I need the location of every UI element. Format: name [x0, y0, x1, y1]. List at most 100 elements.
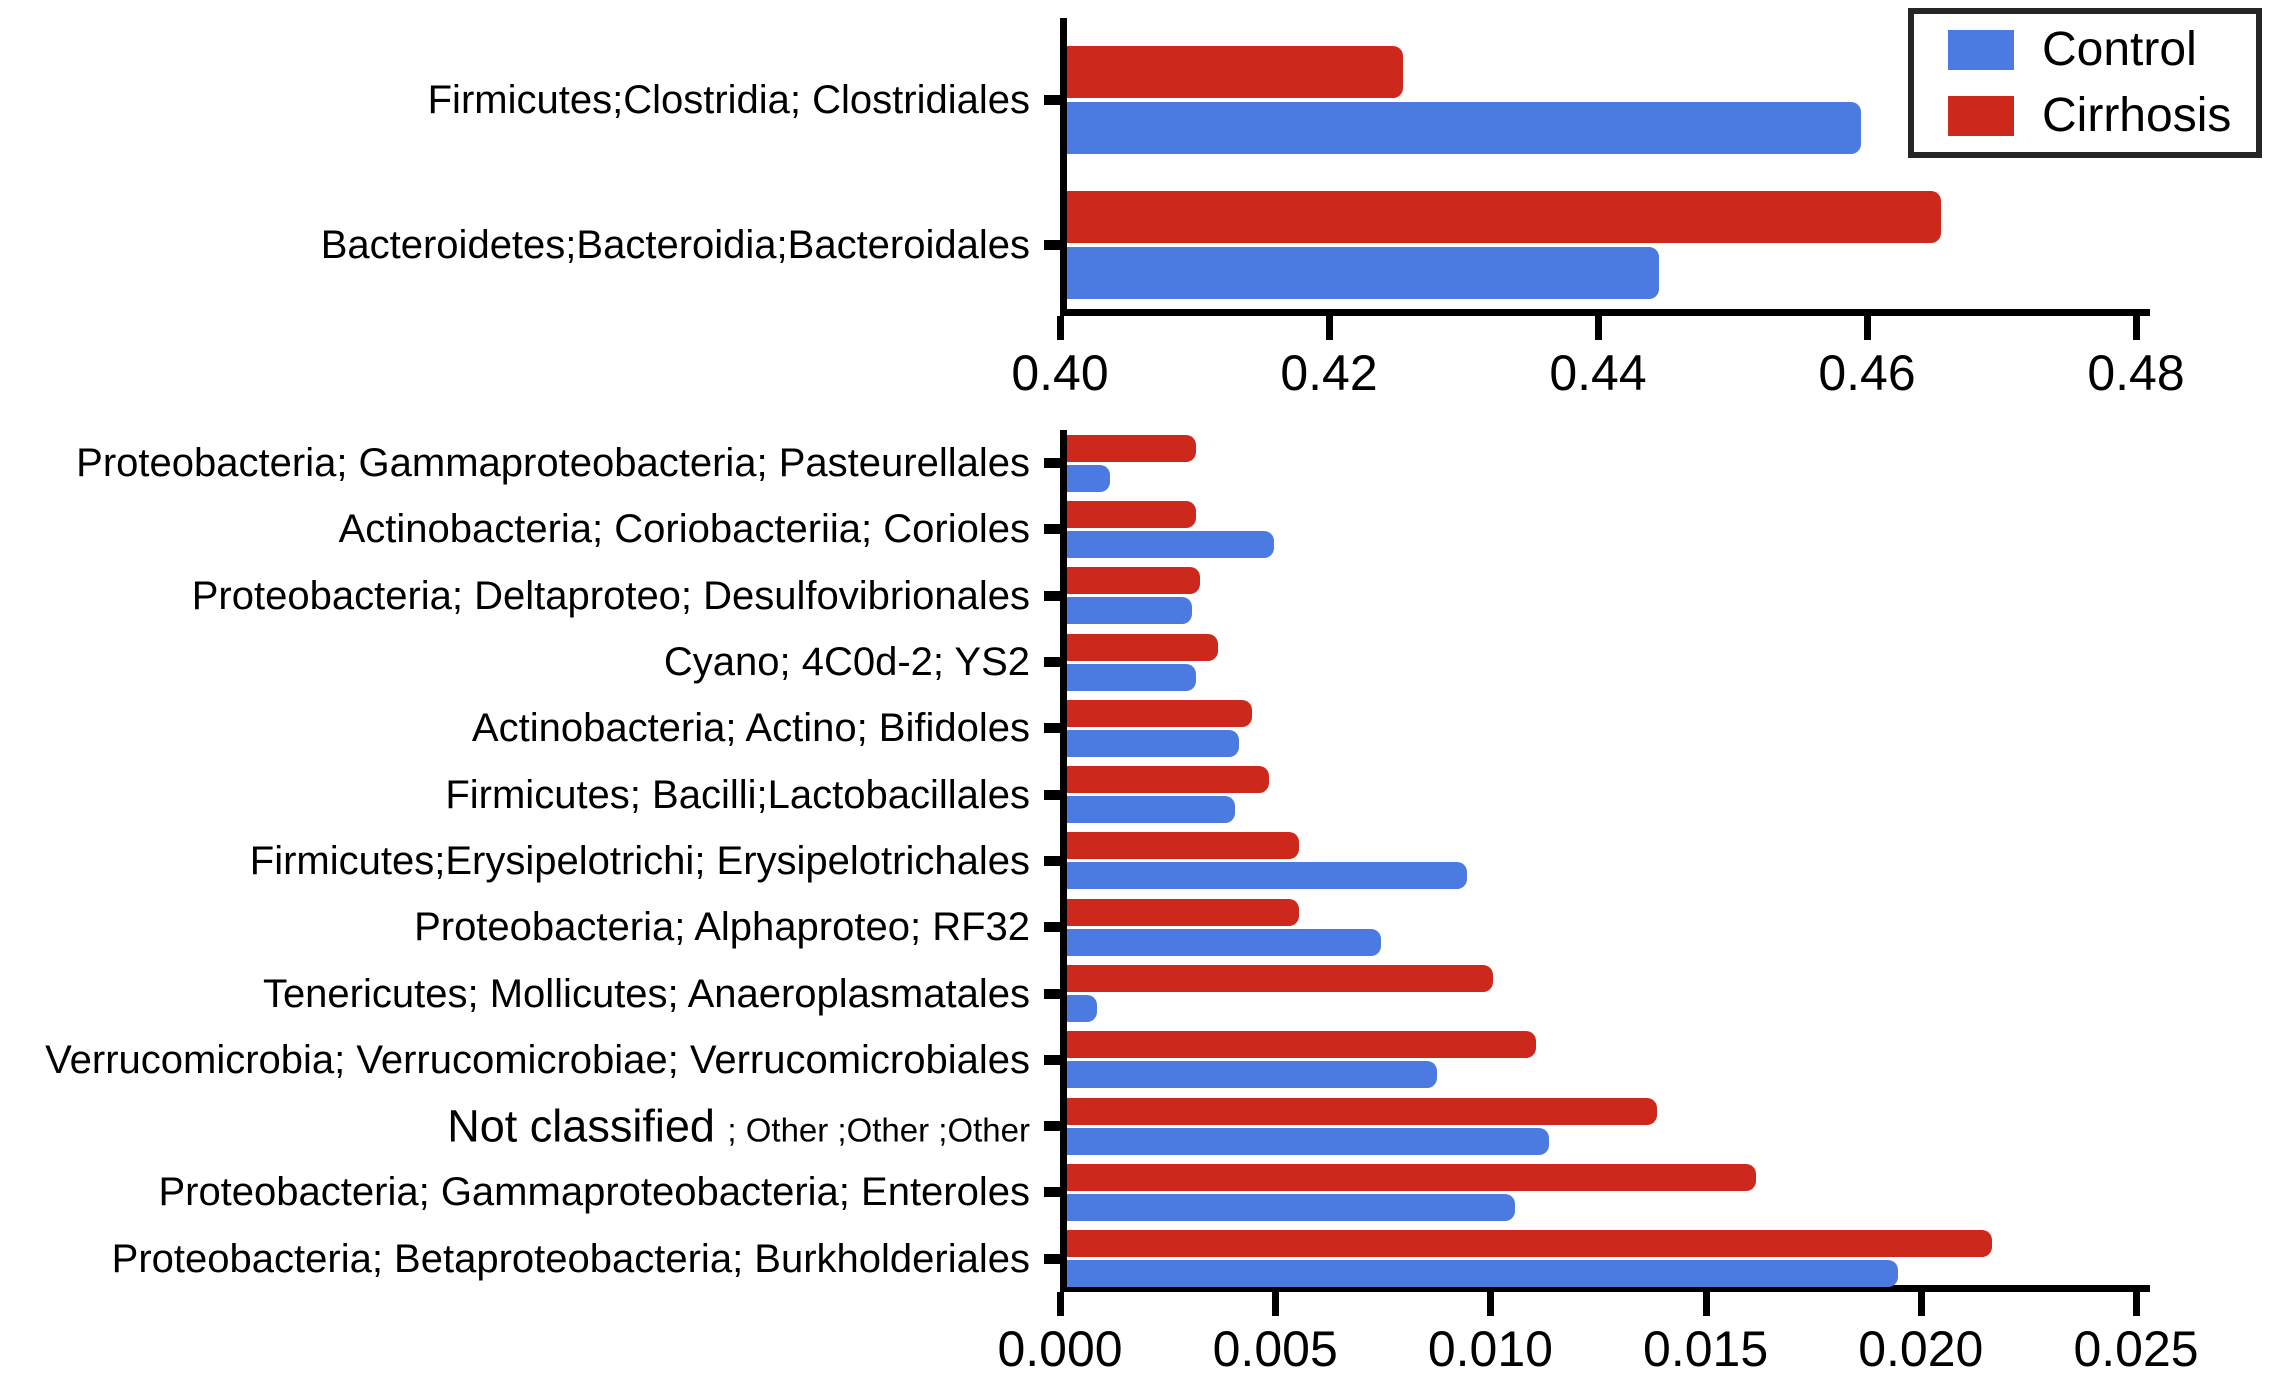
bar-control [1067, 862, 1468, 890]
bar-cirrhosis [1067, 965, 1494, 993]
bar-cirrhosis [1067, 191, 1942, 243]
y-axis-tick [1044, 458, 1060, 469]
legend-label-control: Control [2042, 23, 2197, 76]
bar-control [1067, 663, 1197, 691]
row-label-text: Cyano; 4C0d-2; YS2 [663, 640, 1030, 685]
bar-control [1067, 102, 1861, 154]
bar-cirrhosis [1067, 434, 1197, 462]
row-label: Firmicutes; Bacilli;Lactobacillales [0, 774, 1030, 816]
x-tick-label: 0.48 [2087, 345, 2185, 401]
bar-cirrhosis [1067, 1031, 1537, 1059]
row-label: Proteobacteria; Deltaproteo; Desulfovibr… [0, 575, 1030, 617]
bar-control [1067, 796, 1235, 824]
x-axis-tick [1595, 316, 1602, 340]
bar-cirrhosis [1067, 1230, 1993, 1258]
y-axis-tick [1044, 855, 1060, 866]
row-label-text: Firmicutes;Clostridia; Clostridiales [427, 78, 1030, 122]
row-label: Actinobacteria; Actino; Bifidoles [0, 707, 1030, 749]
row-label-text: Bacteroidetes;Bacteroidia;Bacteroidales [320, 223, 1030, 267]
x-tick-label: 0.010 [1427, 1321, 1553, 1377]
bar-control [1067, 1260, 1898, 1288]
y-axis-tick [1044, 524, 1060, 535]
x-axis-tick [1864, 316, 1871, 340]
row-label-text: Proteobacteria; Gammaproteobacteria; Ent… [158, 1170, 1030, 1215]
bar-cirrhosis [1067, 46, 1404, 98]
bar-cirrhosis [1067, 567, 1201, 595]
legend-label-cirrhosis: Cirrhosis [2042, 89, 2232, 142]
row-label-text: Actinobacteria; Coriobacteriia; Corioles [338, 507, 1030, 552]
x-tick-label: 0.44 [1549, 345, 1647, 401]
row-label-text: Firmicutes;Erysipelotrichi; Erysipelotri… [249, 838, 1030, 883]
y-axis-tick [1044, 988, 1060, 999]
y-axis-tick [1044, 1253, 1060, 1264]
bar-cirrhosis [1067, 699, 1253, 727]
row-label: Proteobacteria; Betaproteobacteria; Burk… [0, 1238, 1030, 1280]
x-tick-label: 0.025 [2073, 1321, 2199, 1377]
x-tick-label: 0.40 [1011, 345, 1109, 401]
bar-control [1067, 1127, 1550, 1155]
row-label-text: Proteobacteria; Deltaproteo; Desulfovibr… [191, 573, 1030, 618]
x-axis-tick [1917, 1292, 1925, 1316]
y-axis-tick [1044, 95, 1060, 105]
y-axis-tick [1044, 723, 1060, 734]
row-label-text: Verrucomicrobia; Verrucomicrobiae; Verru… [45, 1037, 1030, 1082]
row-label: Proteobacteria; Gammaproteobacteria; Pas… [0, 442, 1030, 484]
row-label-text: Actinobacteria; Actino; Bifidoles [471, 706, 1030, 751]
row-label: Firmicutes;Erysipelotrichi; Erysipelotri… [0, 840, 1030, 882]
bar-cirrhosis [1067, 1163, 1756, 1191]
row-label: Tenericutes; Mollicutes; Anaeroplasmatal… [0, 973, 1030, 1015]
legend-item-control: Control [1948, 26, 2256, 74]
control-color-swatch [1948, 30, 2014, 70]
bar-cirrhosis [1067, 832, 1300, 860]
x-axis-tick [1326, 316, 1333, 340]
y-axis-tick [1044, 1187, 1060, 1198]
bar-cirrhosis [1067, 500, 1197, 528]
y-axis-tick [1044, 1121, 1060, 1132]
bar-control [1067, 247, 1659, 299]
x-tick-label: 0.015 [1643, 1321, 1769, 1377]
row-label-text: Firmicutes; Bacilli;Lactobacillales [445, 772, 1030, 817]
y-axis-tick [1044, 590, 1060, 601]
x-tick-label: 0.005 [1212, 1321, 1338, 1377]
bar-control [1067, 597, 1192, 625]
bar-control [1067, 729, 1240, 757]
cirrhosis-color-swatch [1948, 96, 2014, 136]
x-axis-tick [2133, 1292, 2140, 1316]
x-tick-label: 0.000 [997, 1321, 1123, 1377]
row-label: Firmicutes;Clostridia; Clostridiales [0, 79, 1030, 121]
row-label: Proteobacteria; Gammaproteobacteria; Ent… [0, 1171, 1030, 1213]
y-axis-tick [1044, 657, 1060, 668]
bar-control [1067, 530, 1274, 558]
row-label: Verrucomicrobia; Verrucomicrobiae; Verru… [0, 1039, 1030, 1081]
x-tick-label: 0.46 [1818, 345, 1916, 401]
top-panel-plot-area [1060, 18, 2150, 316]
row-label-text: Proteobacteria; Alphaproteo; RF32 [414, 905, 1030, 950]
row-label-suffix: ; Other ;Other ;Other [727, 1111, 1030, 1149]
row-label: Proteobacteria; Alphaproteo; RF32 [0, 906, 1030, 948]
bar-cirrhosis [1067, 1097, 1657, 1125]
x-tick-label: 0.020 [1858, 1321, 1984, 1377]
legend: Control Cirrhosis [1908, 8, 2262, 158]
x-axis-tick [1272, 1292, 1280, 1316]
y-axis-tick [1044, 240, 1060, 250]
row-label-text: Proteobacteria; Betaproteobacteria; Burk… [111, 1236, 1030, 1281]
row-label-text: Tenericutes; Mollicutes; Anaeroplasmatal… [262, 971, 1030, 1016]
bar-cirrhosis [1067, 633, 1218, 661]
y-axis-tick [1044, 922, 1060, 933]
x-axis-tick [1057, 316, 1064, 340]
x-axis-tick [1487, 1292, 1495, 1316]
x-axis-tick [1702, 1292, 1710, 1316]
bar-control [1067, 464, 1111, 492]
bottom-panel-plot-area [1060, 430, 2150, 1292]
row-label-text: Not classified [447, 1100, 728, 1152]
y-axis-tick [1044, 789, 1060, 800]
row-label: Cyano; 4C0d-2; YS2 [0, 641, 1030, 683]
bar-cirrhosis [1067, 898, 1300, 926]
row-label: Bacteroidetes;Bacteroidia;Bacteroidales [0, 224, 1030, 266]
x-axis-tick [1057, 1292, 1064, 1316]
bar-control [1067, 1061, 1438, 1089]
x-axis-tick [2133, 316, 2140, 340]
row-label: Actinobacteria; Coriobacteriia; Corioles [0, 508, 1030, 550]
